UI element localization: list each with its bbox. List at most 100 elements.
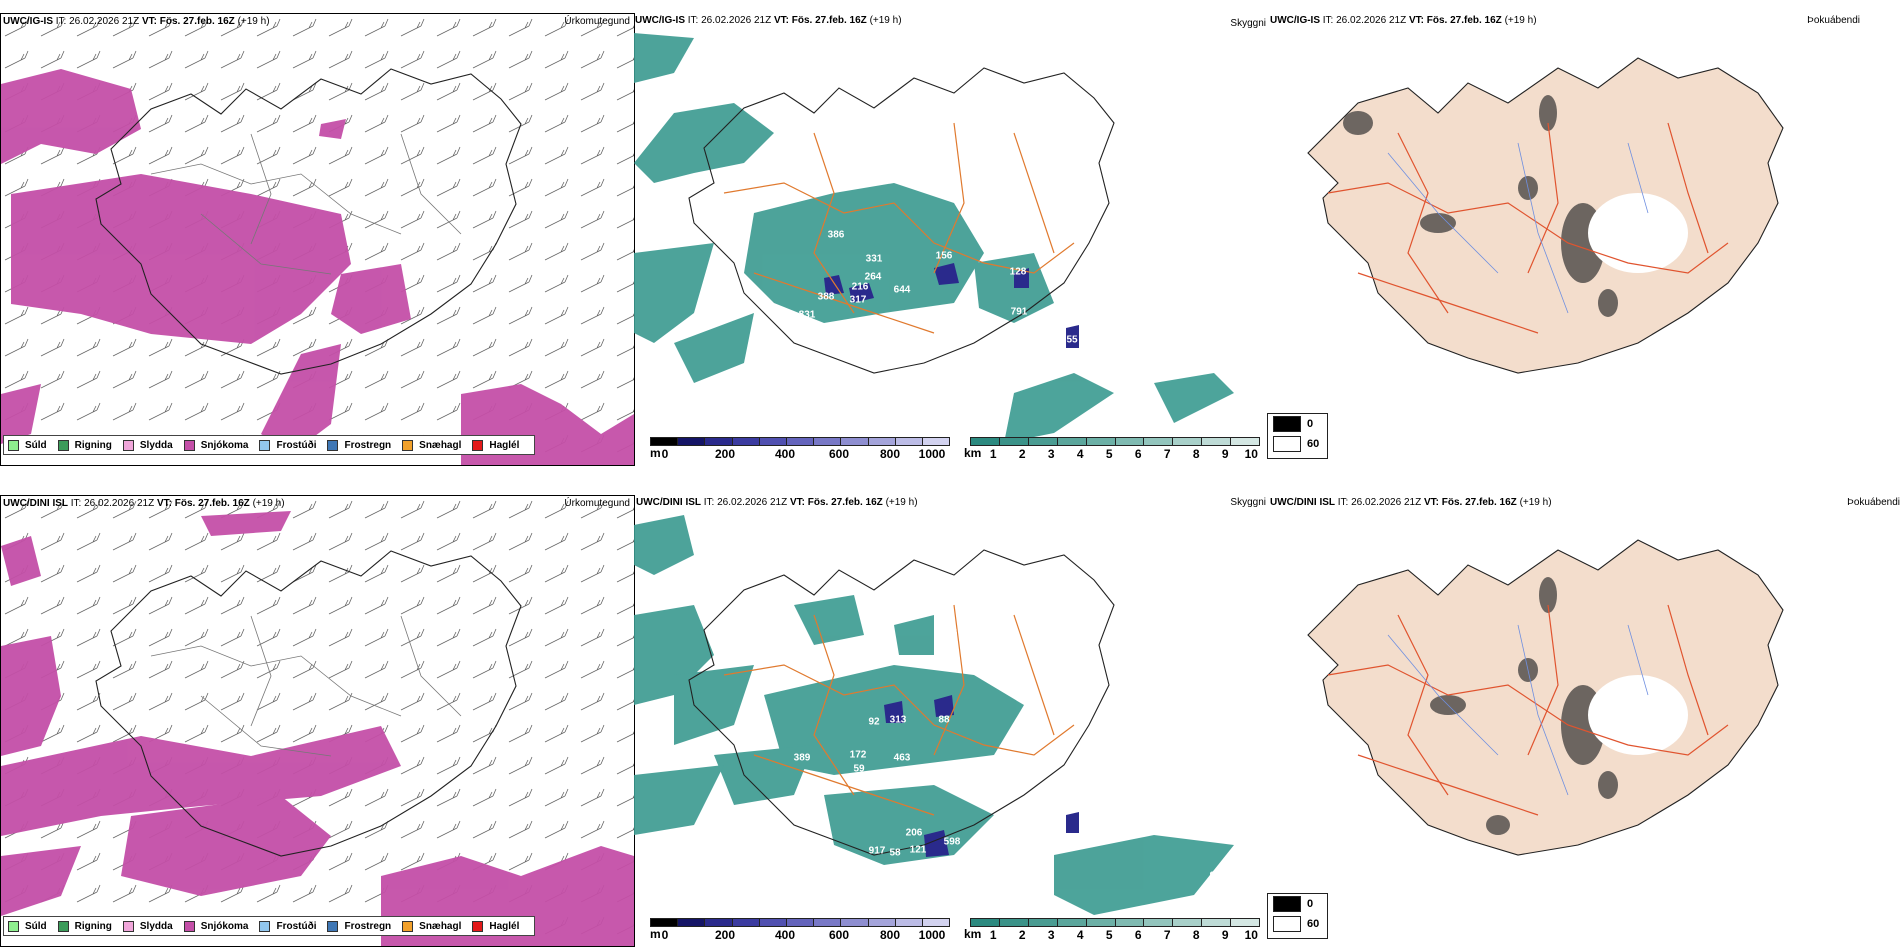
legend-swatch — [8, 439, 19, 451]
fog-key-row: 0 — [1268, 414, 1327, 434]
iceland-coastline — [95, 68, 522, 375]
legend-item: Snjókoma — [183, 920, 248, 932]
fog-key: 0 60 — [1267, 413, 1328, 459]
tick-label: 8 — [1192, 928, 1200, 942]
tick-label: 400 — [774, 447, 796, 461]
legend-swatch — [472, 439, 484, 451]
value-label: 336 — [940, 627, 958, 639]
value-label: 917 — [868, 845, 886, 857]
value-label: 174 — [926, 859, 944, 871]
tick-label: 4 — [1076, 928, 1084, 942]
glacier — [1588, 193, 1688, 273]
value-label: 313 — [889, 714, 907, 726]
value-label: 84 — [1004, 761, 1016, 773]
value-label: 791 — [1010, 306, 1028, 318]
tick-label: 600 — [828, 447, 850, 461]
legend-swatch — [183, 920, 195, 932]
value-label: 172 — [849, 749, 867, 761]
tick-label: 7 — [1163, 928, 1171, 942]
value-label: 991 — [1209, 870, 1227, 882]
fog-area — [1343, 95, 1618, 317]
value-label: 51 — [930, 381, 942, 393]
tick-label: 0 — [661, 928, 669, 942]
cloud-panel-row2: UWC/DINI ISL IT: 26.02.2026 21Z VT: Fös.… — [634, 495, 1266, 945]
tick-label: 1 — [989, 447, 997, 461]
legend-item: Slydda — [122, 920, 173, 932]
legend-item: Súld — [8, 439, 47, 451]
value-label: 388 — [817, 291, 835, 303]
precip-type-legend: Súld Rigning Slydda Snjókoma Frostúði Fr… — [3, 435, 536, 455]
tick-label: 9 — [1221, 928, 1229, 942]
value-label: 156 — [935, 250, 953, 262]
glacier — [1588, 675, 1688, 755]
tick-label: 400 — [774, 928, 796, 942]
tick-label: 10 — [1244, 447, 1258, 461]
colorbar-unit: km — [964, 927, 982, 941]
value-label: 831 — [798, 309, 816, 321]
cloud-base-colorbar: m 0 200 400 600 800 1000 — [650, 918, 950, 944]
fog-key-swatch — [1273, 416, 1301, 432]
fog-map-row2 — [1307, 539, 1784, 856]
value-label: 88 — [938, 714, 950, 726]
panel-header: UWC/DINI ISL IT: 26.02.2026 21Z VT: Fös.… — [636, 497, 918, 508]
fog-key: 0 60 — [1267, 893, 1328, 939]
tick-label: 9 — [1221, 447, 1229, 461]
panel-header: UWC/IG-IS IT: 26.02.2026 21Z VT: Fös. 27… — [635, 15, 902, 26]
tick-label: 10 — [1244, 928, 1258, 942]
legend-swatch — [402, 920, 414, 932]
value-label: 216 — [851, 281, 869, 293]
legend-swatch — [259, 439, 271, 451]
colorbar-cells — [650, 437, 950, 446]
cloud-panel-row1: Skyggni 386 331 156 264 216 644 317 388 … — [634, 13, 1266, 464]
legend-item: Snæhagl — [402, 439, 461, 451]
tick-label: 1000 — [918, 447, 946, 461]
legend-swatch — [472, 920, 484, 932]
fog-panel-row1: UWC/IG-IS IT: 26.02.2026 21Z VT: Fös. 27… — [1268, 13, 1900, 413]
legend-item: Snjókoma — [183, 439, 248, 451]
value-label: 386 — [827, 229, 845, 241]
legend-item: Frostúði — [259, 439, 316, 451]
iceland-land — [1307, 57, 1784, 374]
tick-label: 5 — [1105, 928, 1113, 942]
value-label: 598 — [943, 836, 961, 848]
fog-key-swatch — [1273, 916, 1301, 932]
tick-label: 3 — [1047, 928, 1055, 942]
iceland-coastline — [95, 550, 522, 857]
tick-label: 0 — [661, 447, 669, 461]
panel-title: Úrkomutegund — [564, 498, 630, 509]
panel-header: UWC/IG-IS IT: 26.02.2026 21Z VT: Fös. 27… — [3, 16, 270, 27]
value-label: 157 — [906, 864, 924, 876]
tick-label: 6 — [1134, 447, 1142, 461]
panel-title: Skyggni — [1230, 497, 1266, 508]
fog-panel-row2: UWC/DINI ISL IT: 26.02.2026 21Z VT: Fös.… — [1268, 495, 1900, 890]
tick-label: 8 — [1192, 447, 1200, 461]
panel-title: Þokuábendi — [1807, 15, 1860, 26]
value-label: 128 — [1009, 266, 1027, 278]
tick-label: 200 — [714, 928, 736, 942]
colorbar-unit: m — [650, 446, 661, 460]
visibility-area — [634, 515, 1234, 915]
panel-header: UWC/IG-IS IT: 26.02.2026 21Z VT: Fös. 27… — [1270, 15, 1537, 26]
colorbar-cells — [970, 918, 1260, 927]
value-label: 58 — [889, 847, 901, 859]
value-label: 59 — [853, 763, 865, 775]
legend-item: Haglél — [472, 439, 519, 451]
value-label: 55 — [1066, 334, 1078, 346]
legend-item: Haglél — [472, 920, 519, 932]
legend-swatch — [122, 920, 134, 932]
value-label: 264 — [864, 271, 882, 283]
legend-swatch — [57, 920, 69, 932]
precip-map-row1 — [1, 14, 634, 465]
legend-swatch — [8, 920, 19, 932]
fog-key-row: 60 — [1268, 434, 1327, 454]
precip-map-row2 — [1, 496, 634, 946]
value-label: 331 — [865, 253, 883, 265]
precip-panel-row1: UWC/IG-IS IT: 26.02.2026 21Z VT: Fös. 27… — [0, 13, 635, 466]
value-label: 121 — [909, 844, 927, 856]
colorbar-cells — [650, 918, 950, 927]
visibility-area — [634, 33, 1234, 443]
tick-label: 800 — [879, 447, 901, 461]
legend-item: Snæhagl — [402, 920, 461, 932]
fog-map-row1 — [1307, 57, 1784, 374]
legend-item: Slydda — [122, 439, 173, 451]
